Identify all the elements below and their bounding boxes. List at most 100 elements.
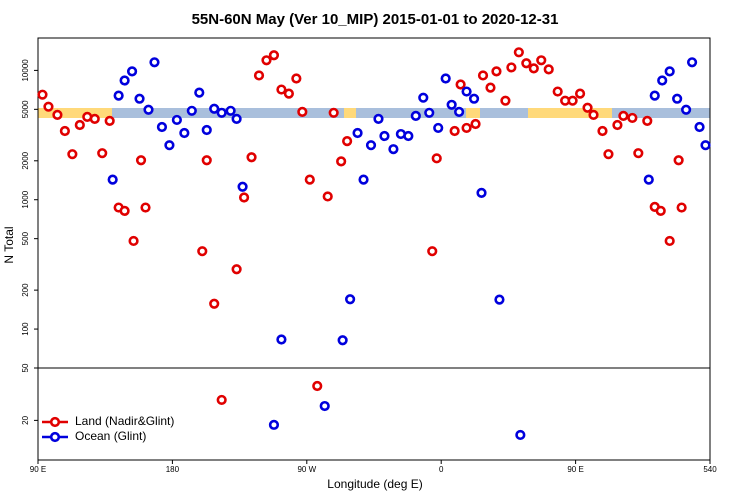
point [128,235,139,247]
point [655,205,666,216]
y-tick-label: 50 [21,363,30,372]
point [468,93,480,104]
point [345,294,356,305]
point [283,88,294,99]
point [485,82,496,93]
point [342,135,353,147]
point [649,90,660,101]
point [186,105,197,116]
point [597,125,608,137]
point [231,113,242,124]
point [491,66,502,77]
point [618,110,629,121]
point [268,50,280,61]
point [627,112,638,124]
point [237,181,248,192]
point [352,127,363,139]
point [642,115,653,126]
y-axis-label: N Total [2,226,16,263]
point [119,205,130,216]
y-tick-label: 100 [21,322,30,336]
point [134,93,145,104]
point [135,155,147,166]
x-tick-label: 540 [703,465,717,474]
point [209,103,220,114]
point [567,95,578,106]
point [97,148,108,159]
plot-frame [37,37,711,461]
point [676,202,687,213]
point [140,202,151,213]
legend-marker [49,431,61,443]
point [322,191,333,202]
point [672,93,683,104]
point [494,294,505,305]
point [552,86,563,97]
point [156,121,168,133]
point [673,155,684,166]
y-tick-label: 20 [21,415,30,424]
point [388,144,399,155]
point [179,127,190,139]
point [643,174,654,185]
point [89,113,100,124]
point [477,70,489,81]
point [612,119,623,131]
point [424,107,435,118]
legend-label: Land (Nadir&Glint) [75,414,174,428]
chart-title: 55N-60N May (Ver 10_MIP) 2015-01-01 to 2… [192,11,559,28]
point [231,264,242,275]
legend-label: Ocean (Glint) [75,429,146,443]
point [582,102,593,113]
point [104,115,115,126]
point [461,122,472,134]
point [574,88,586,99]
point [365,140,377,151]
point [470,118,481,130]
point [410,110,421,121]
point [521,58,532,69]
point [238,192,250,203]
point [297,106,308,117]
point [686,57,698,68]
point [209,298,220,309]
point [276,334,287,345]
point [143,104,154,115]
point [304,174,315,185]
x-tick-label: 90 E [30,465,46,474]
point [455,79,466,90]
point [427,246,438,257]
y-tick-label: 5000 [21,100,30,118]
point [657,75,668,86]
point [171,114,182,126]
point [37,89,48,100]
point [440,73,451,84]
point [164,140,175,151]
point [216,107,227,118]
y-tick-label: 2000 [21,151,30,169]
point [113,90,124,101]
x-tick-label: 90 W [297,465,316,474]
point [379,130,390,142]
x-tick-label: 90 E [567,465,583,474]
point [543,64,554,75]
point [107,174,118,185]
point [515,429,526,441]
point [149,57,160,68]
point [268,419,280,430]
point [536,55,547,66]
point [418,92,429,103]
point [373,113,384,124]
point [43,101,54,112]
point [74,119,85,131]
point [246,152,257,163]
point [291,73,302,84]
point [431,153,442,164]
point [201,155,212,166]
x-tick-label: 0 [439,465,444,474]
point [694,121,705,133]
y-tick-label: 1000 [21,190,30,208]
point [52,109,63,120]
point [664,66,675,77]
